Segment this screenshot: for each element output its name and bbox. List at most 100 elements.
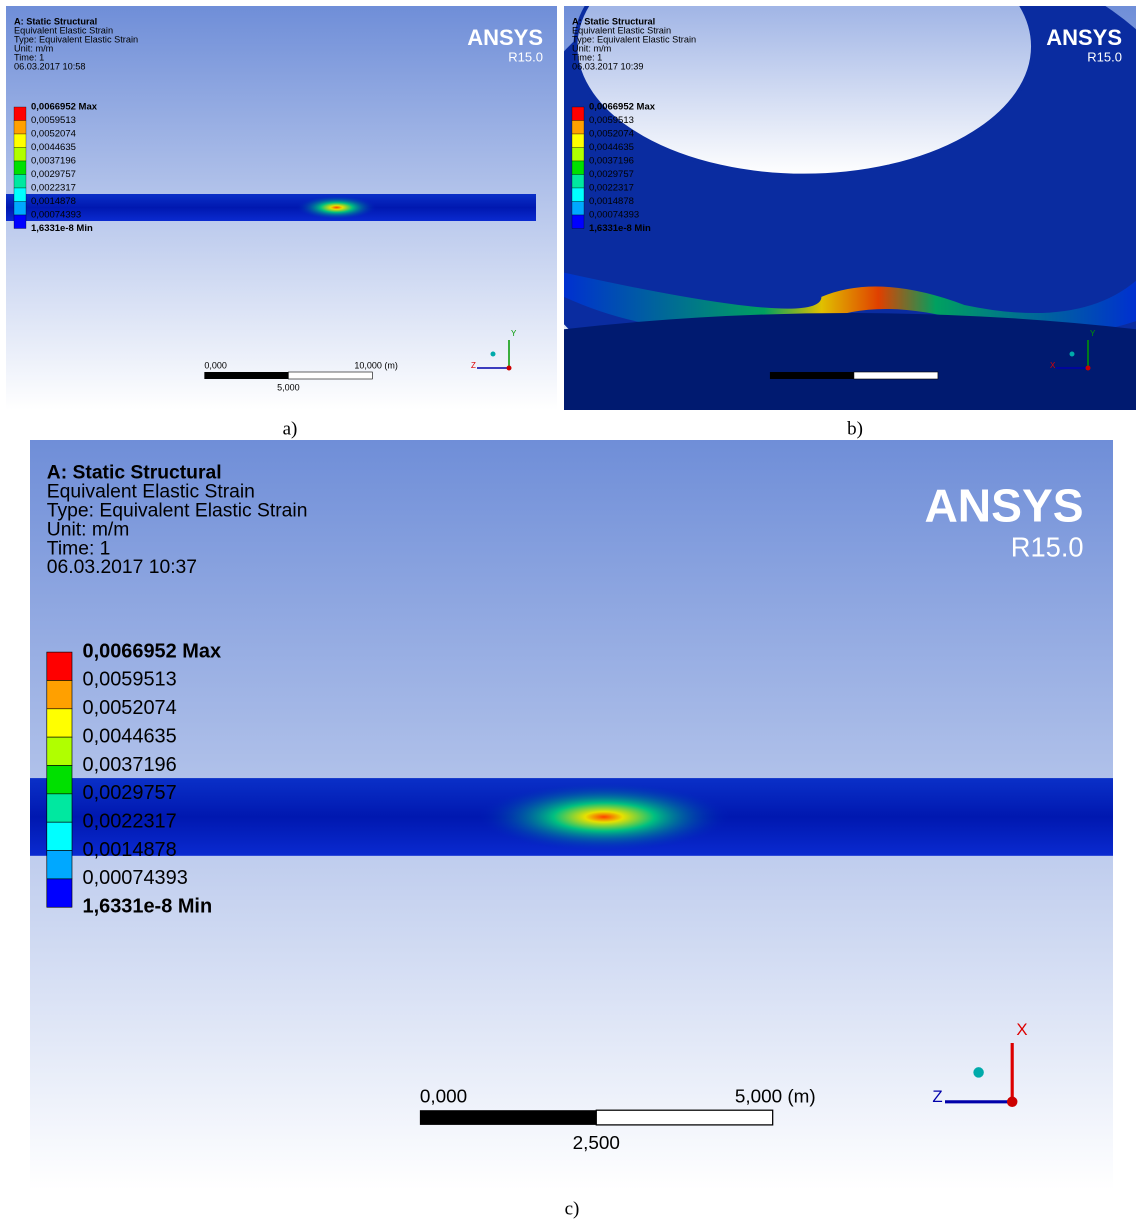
header-line: Time: 1 bbox=[47, 538, 111, 559]
triad-origin bbox=[507, 366, 512, 371]
legend-label: 0,0044635 bbox=[31, 142, 76, 153]
ansys-logo: ANSYS bbox=[1046, 25, 1122, 50]
legend-label: 0,0044635 bbox=[589, 142, 634, 153]
legend-label: 0,0022317 bbox=[589, 183, 634, 194]
legend-swatch bbox=[14, 161, 26, 175]
legend-label: 0,0059513 bbox=[83, 669, 177, 691]
legend-swatch bbox=[572, 188, 584, 202]
legend-swatch bbox=[47, 851, 72, 879]
ansys-version: R15.0 bbox=[1011, 531, 1084, 562]
legend-label: 0,0014878 bbox=[31, 196, 76, 207]
legend-label: 0,00074393 bbox=[31, 210, 81, 221]
header-line: 06.03.2017 10:58 bbox=[14, 61, 86, 71]
legend-label: 0,0059513 bbox=[589, 115, 634, 126]
header-line: 06.03.2017 10:39 bbox=[572, 61, 644, 71]
legend-swatch bbox=[14, 215, 26, 229]
scale-label: 10,000 (m) bbox=[354, 360, 398, 370]
triad-ball bbox=[1070, 352, 1075, 357]
pipe bbox=[6, 194, 536, 221]
legend-label: 0,0022317 bbox=[31, 183, 76, 194]
legend-swatch bbox=[14, 107, 26, 121]
axis-label: X bbox=[1050, 361, 1056, 370]
legend-label: 0,0044635 bbox=[83, 725, 177, 747]
header-line: 06.03.2017 10:37 bbox=[47, 557, 197, 578]
axis-label: Y bbox=[511, 329, 517, 338]
triad-origin bbox=[1007, 1097, 1018, 1108]
ansys-version: R15.0 bbox=[508, 49, 543, 64]
legend-swatch bbox=[47, 737, 72, 765]
panel-content: A: Static StructuralEquivalent Elastic S… bbox=[507, 0, 1136, 438]
legend-label: 0,0037196 bbox=[83, 754, 177, 776]
legend-swatch bbox=[572, 175, 584, 189]
legend-label: 1,6331e-8 Min bbox=[589, 223, 651, 234]
legend-label: 1,6331e-8 Min bbox=[83, 896, 213, 918]
legend-swatch bbox=[47, 709, 72, 737]
scale-bar-white bbox=[596, 1110, 772, 1125]
legend-swatch bbox=[572, 202, 584, 216]
legend-label: 0,0029757 bbox=[31, 169, 76, 180]
legend-label: 0,00074393 bbox=[83, 867, 188, 889]
panel: A: Static StructuralEquivalent Elastic S… bbox=[6, 6, 557, 410]
strain-hotspot bbox=[478, 782, 730, 852]
scale-label: 5,000 (m) bbox=[735, 1087, 816, 1108]
legend-swatch bbox=[47, 652, 72, 680]
caption: c) bbox=[565, 1198, 580, 1219]
legend-swatch bbox=[47, 680, 72, 708]
legend-swatch bbox=[47, 822, 72, 850]
scale-bar-white bbox=[854, 372, 938, 379]
legend-label: 0,0029757 bbox=[589, 169, 634, 180]
scale-label: 0,000 bbox=[420, 1087, 467, 1108]
legend-label: 0,0059513 bbox=[31, 115, 76, 126]
axis-label: Y bbox=[1090, 329, 1096, 338]
scale-bar-black bbox=[770, 372, 854, 379]
legend-swatch bbox=[14, 134, 26, 148]
scale-label: 0,000 bbox=[204, 360, 227, 370]
header-line: Equivalent Elastic Strain bbox=[47, 482, 255, 503]
legend-label: 0,0066952 Max bbox=[589, 102, 656, 113]
caption: b) bbox=[847, 418, 863, 439]
legend-swatch bbox=[572, 134, 584, 148]
header-line: A: Static Structural bbox=[47, 463, 222, 484]
legend-swatch bbox=[47, 766, 72, 794]
legend-label: 0,0037196 bbox=[31, 156, 76, 167]
header-line: Unit: m/m bbox=[47, 519, 130, 540]
legend-swatch bbox=[47, 794, 72, 822]
legend-label: 0,0052074 bbox=[83, 697, 177, 719]
legend-swatch bbox=[47, 879, 72, 907]
legend-label: 0,0052074 bbox=[589, 129, 634, 140]
legend-label: 0,0052074 bbox=[31, 129, 76, 140]
legend-label: 0,0066952 Max bbox=[83, 640, 222, 662]
ansys-logo: ANSYS bbox=[467, 25, 543, 50]
ansys-version: R15.0 bbox=[1087, 49, 1122, 64]
scale-bar-black bbox=[420, 1110, 596, 1125]
legend-label: 0,00074393 bbox=[589, 210, 639, 221]
triad-origin bbox=[1086, 366, 1091, 371]
legend-label: 0,0014878 bbox=[83, 839, 177, 861]
strain-hotspot bbox=[297, 195, 377, 219]
legend-swatch bbox=[572, 148, 584, 162]
legend-label: 0,0014878 bbox=[589, 196, 634, 207]
legend-label: 0,0022317 bbox=[83, 810, 177, 832]
scale-label: 5,000 bbox=[277, 382, 300, 392]
legend-swatch bbox=[14, 121, 26, 135]
legend-swatch bbox=[572, 215, 584, 229]
legend-label: 0,0029757 bbox=[83, 782, 177, 804]
legend-swatch bbox=[572, 121, 584, 135]
scale-bar-black bbox=[204, 372, 288, 379]
legend-label: 1,6331e-8 Min bbox=[31, 223, 93, 234]
legend-swatch bbox=[572, 107, 584, 121]
scale-label: 2,500 bbox=[573, 1133, 620, 1154]
legend-swatch bbox=[14, 202, 26, 216]
ansys-logo: ANSYS bbox=[924, 480, 1083, 532]
axis-label: X bbox=[1016, 1020, 1027, 1039]
legend-swatch bbox=[14, 148, 26, 162]
figure: A: Static StructuralEquivalent Elastic S… bbox=[0, 0, 1136, 1220]
legend-swatch bbox=[14, 175, 26, 189]
caption: a) bbox=[283, 418, 298, 439]
legend-swatch bbox=[14, 188, 26, 202]
header-line: Type: Equivalent Elastic Strain bbox=[47, 500, 308, 521]
